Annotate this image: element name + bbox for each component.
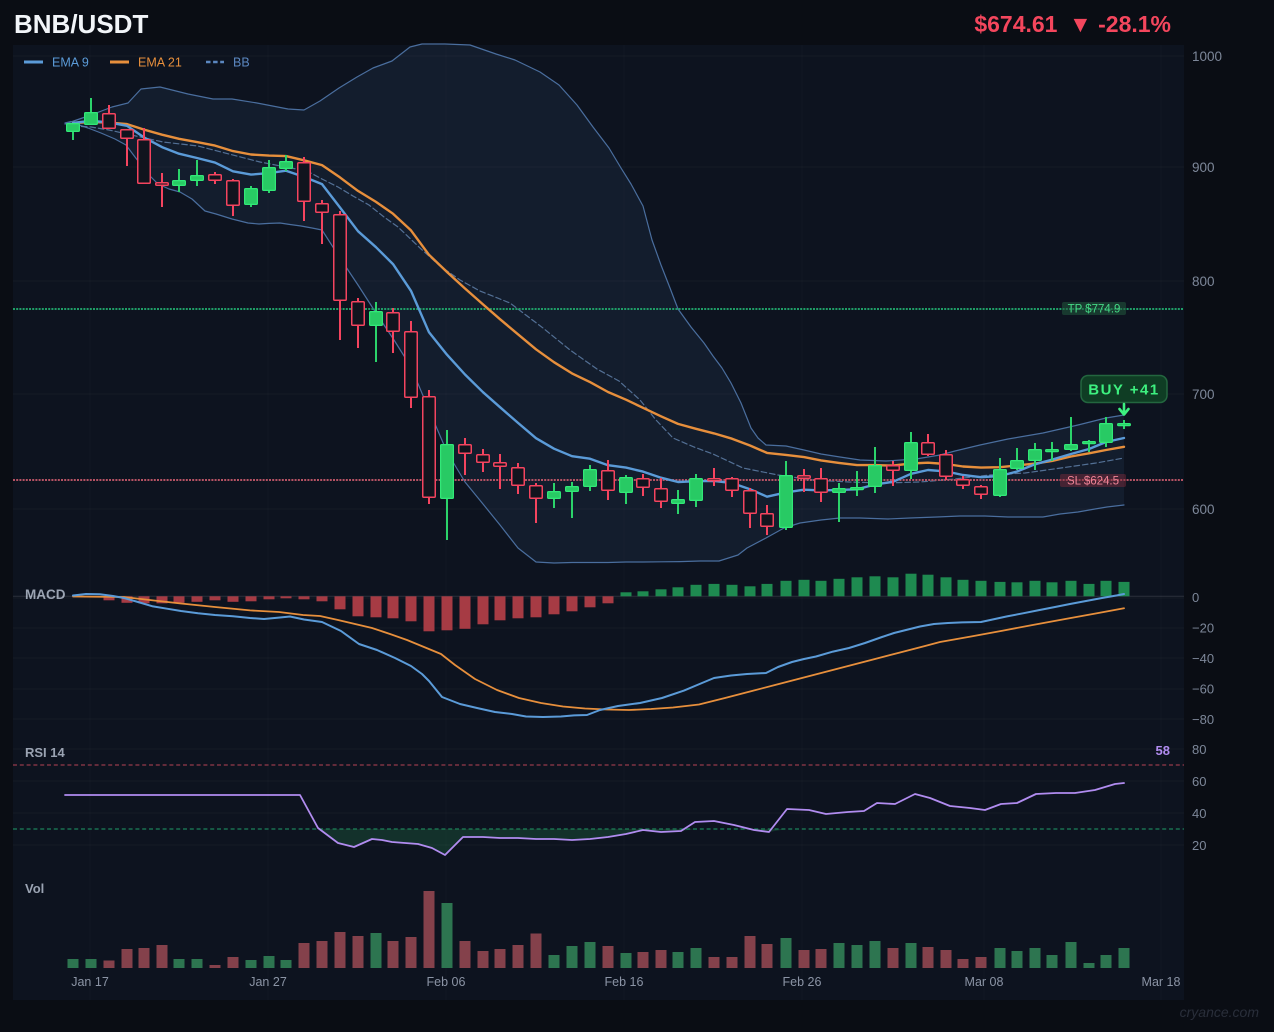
svg-text:40: 40 (1192, 806, 1206, 821)
svg-text:−60: −60 (1192, 682, 1214, 697)
svg-text:Feb 16: Feb 16 (605, 975, 644, 989)
svg-text:700: 700 (1192, 387, 1215, 402)
svg-text:Feb 06: Feb 06 (427, 975, 466, 989)
svg-text:Jan 17: Jan 17 (71, 975, 109, 989)
svg-text:SL $624.5: SL $624.5 (1067, 476, 1119, 488)
svg-text:900: 900 (1192, 160, 1215, 175)
svg-text:EMA 21: EMA 21 (138, 56, 182, 70)
svg-text:TP $774.9: TP $774.9 (1068, 304, 1121, 316)
svg-text:−40: −40 (1192, 651, 1214, 666)
svg-text:0: 0 (1192, 590, 1199, 605)
svg-text:RSI 14: RSI 14 (25, 745, 66, 760)
svg-text:−20: −20 (1192, 621, 1214, 636)
svg-text:80: 80 (1192, 742, 1206, 757)
svg-text:$674.61 ▼ -28.1%: $674.61 ▼ -28.1% (974, 11, 1171, 37)
svg-text:Feb 26: Feb 26 (783, 975, 822, 989)
svg-text:58: 58 (1156, 743, 1170, 758)
svg-text:60: 60 (1192, 774, 1206, 789)
svg-text:BUY +41: BUY +41 (1088, 382, 1160, 399)
svg-text:20: 20 (1192, 838, 1206, 853)
svg-text:Jan 27: Jan 27 (249, 975, 287, 989)
svg-text:800: 800 (1192, 274, 1215, 289)
svg-text:MACD: MACD (25, 587, 66, 602)
svg-text:Vol: Vol (25, 881, 44, 896)
svg-text:1000: 1000 (1192, 49, 1222, 64)
svg-text:BB: BB (233, 56, 250, 70)
svg-text:Mar 18: Mar 18 (1142, 975, 1181, 989)
svg-text:−80: −80 (1192, 712, 1214, 727)
svg-text:600: 600 (1192, 502, 1215, 517)
svg-text:Mar 08: Mar 08 (965, 975, 1004, 989)
svg-text:BNB/USDT: BNB/USDT (14, 9, 148, 39)
svg-text:cryance.com: cryance.com (1180, 1004, 1260, 1020)
svg-text:EMA 9: EMA 9 (52, 56, 89, 70)
